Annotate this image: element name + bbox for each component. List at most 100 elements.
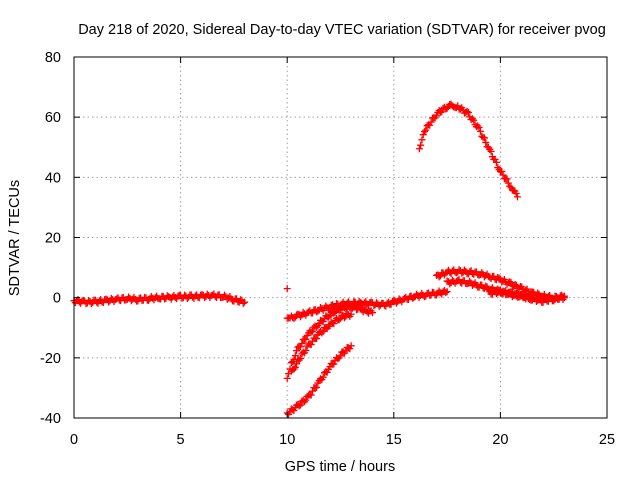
data-point [464, 108, 472, 116]
data-point [326, 312, 334, 320]
data-point [506, 182, 514, 190]
data-point [295, 402, 303, 410]
data-point [438, 108, 446, 116]
data-point [474, 122, 482, 130]
series-sat-j [486, 286, 568, 306]
data-point [495, 274, 503, 282]
data-point [442, 289, 450, 297]
data-point [426, 121, 434, 129]
series-sat-d [283, 301, 376, 382]
data-point [295, 356, 303, 364]
data-point [307, 341, 315, 349]
data-point [313, 383, 321, 391]
data-point [513, 193, 521, 201]
data-point [432, 112, 440, 120]
data-point [512, 289, 520, 297]
data-point [290, 314, 298, 322]
data-point [297, 354, 305, 362]
series-sat-e [287, 310, 355, 375]
data-point [463, 107, 471, 115]
data-point [335, 316, 343, 324]
data-point [307, 391, 315, 399]
data-point [350, 302, 358, 310]
data-point [325, 313, 333, 321]
data-point [87, 300, 95, 308]
y-tick-label: 60 [45, 110, 61, 126]
data-point [418, 136, 426, 144]
x-tick-label: 10 [279, 432, 295, 448]
data-point [421, 128, 429, 136]
data-point [503, 175, 511, 183]
data-point [283, 374, 291, 382]
data-point [498, 167, 506, 175]
data-point [323, 368, 331, 376]
data-point [318, 329, 326, 337]
data-point [302, 396, 310, 404]
data-point [487, 147, 495, 155]
x-axis-label: GPS time / hours [285, 459, 395, 475]
series-sat-g [415, 100, 521, 201]
chart-title: Day 218 of 2020, Sidereal Day-to-day VTE… [78, 22, 606, 38]
data-point [475, 123, 483, 131]
data-point [239, 299, 247, 307]
data-point [302, 335, 310, 343]
data-point [291, 363, 299, 371]
x-tick-label: 20 [492, 432, 508, 448]
data-point [478, 269, 486, 277]
data-point [297, 343, 305, 351]
data-point [415, 145, 423, 153]
data-point [504, 179, 512, 187]
data-point [221, 291, 229, 299]
data-point [309, 327, 317, 335]
y-tick-label: -20 [40, 351, 61, 367]
series-sat-a [70, 290, 249, 308]
y-tick-label: 20 [45, 231, 61, 247]
data-point [293, 347, 301, 355]
data-point [468, 115, 476, 123]
data-point [241, 298, 249, 306]
data-point [482, 282, 490, 290]
data-point [460, 266, 468, 274]
data-point [347, 310, 355, 318]
data-point [293, 360, 301, 368]
data-point [301, 398, 309, 406]
data-point [347, 342, 355, 350]
data-point [340, 314, 348, 322]
data-point [511, 281, 519, 289]
data-point [419, 131, 427, 139]
x-tick-label: 15 [386, 432, 402, 448]
series-sat-c [283, 286, 451, 322]
data-point [319, 327, 327, 335]
data-point [492, 158, 500, 166]
data-point [492, 290, 500, 298]
data-point [499, 171, 507, 179]
data-point [330, 320, 338, 328]
data-point [470, 116, 478, 124]
data-point [512, 189, 520, 197]
data-point [298, 340, 306, 348]
data-point [297, 401, 305, 409]
data-point [313, 334, 321, 342]
data-point [560, 292, 568, 300]
series-sat-b [283, 285, 291, 293]
data-point [319, 318, 327, 326]
data-point [435, 273, 443, 281]
data-point [422, 126, 430, 134]
data-point [387, 300, 395, 308]
y-tick-label: 40 [45, 170, 61, 186]
data-point [506, 278, 514, 286]
data-point [290, 365, 298, 373]
data-point [417, 141, 425, 149]
data-point [550, 297, 558, 305]
data-point [283, 285, 291, 293]
y-tick-label: -40 [40, 411, 61, 427]
data-point [507, 288, 515, 296]
data-point [319, 373, 327, 381]
data-point [314, 307, 322, 315]
data-points [70, 100, 568, 418]
data-point [476, 127, 484, 135]
data-point [302, 346, 310, 354]
data-point [427, 118, 435, 126]
data-point [330, 360, 338, 368]
data-point [490, 272, 498, 280]
